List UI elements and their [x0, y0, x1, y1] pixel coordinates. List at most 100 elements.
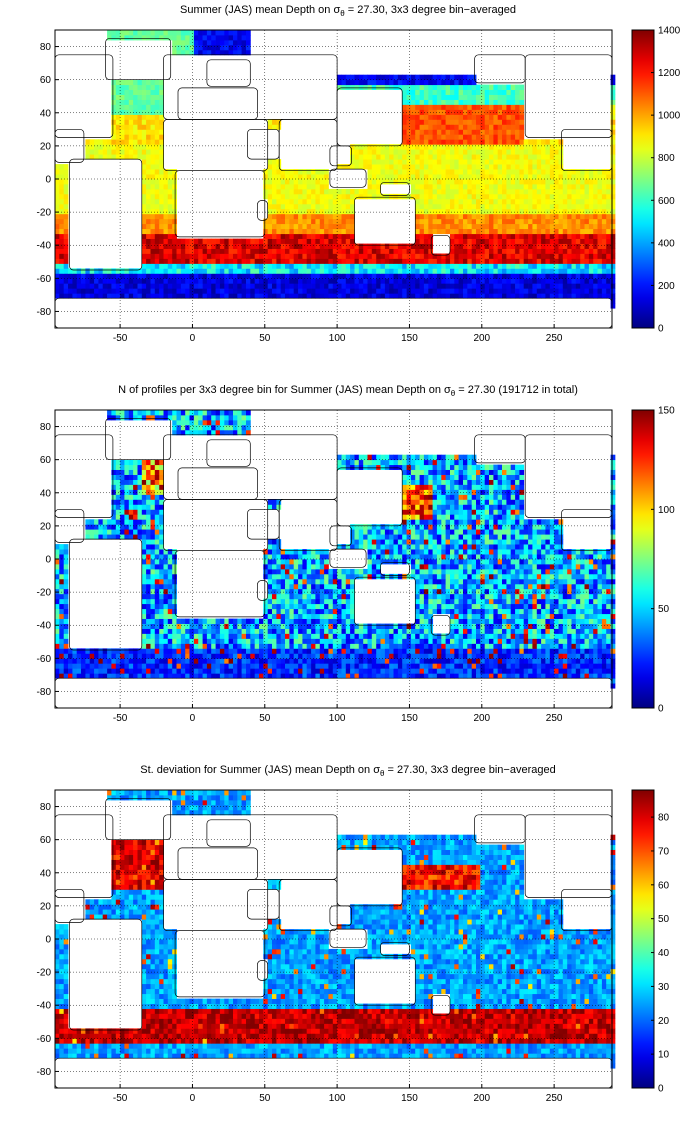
heatmap-cell	[150, 208, 156, 215]
heatmap-cell	[237, 628, 243, 634]
heatmap-cell	[163, 228, 169, 235]
heatmap-cell	[206, 238, 212, 244]
heatmap-cell	[319, 663, 325, 669]
heatmap-cell	[588, 663, 594, 669]
heatmap-cell	[562, 293, 568, 299]
heatmap-cell	[419, 213, 425, 220]
title-suffix: = 27.30, 3x3 degree bin−averaged	[344, 4, 516, 16]
heatmap-cell	[176, 638, 182, 644]
heatmap-cell	[63, 288, 69, 294]
heatmap-cell	[402, 278, 407, 284]
heatmap-cell	[597, 218, 603, 225]
heatmap-cell	[163, 643, 169, 649]
heatmap-cell	[467, 213, 473, 220]
heatmap-cell	[463, 203, 468, 210]
heatmap-cell	[324, 648, 329, 654]
heatmap-cell	[384, 663, 390, 669]
heatmap-cell	[193, 49, 199, 56]
heatmap-cell	[280, 263, 286, 269]
heatmap-cell	[502, 658, 507, 664]
heatmap-cell	[237, 288, 243, 294]
heatmap-cell	[397, 258, 403, 264]
heatmap-cell	[445, 124, 451, 130]
heatmap-cell	[324, 638, 329, 644]
heatmap-cell	[141, 628, 147, 634]
heatmap-cell	[402, 164, 407, 170]
heatmap-cell	[302, 228, 308, 235]
heatmap-cell	[567, 288, 572, 294]
heatmap-cell	[376, 74, 381, 81]
heatmap-cell	[233, 653, 238, 659]
heatmap-cell	[580, 223, 585, 230]
heatmap-cell	[410, 188, 416, 195]
heatmap-cell	[154, 35, 160, 41]
heatmap-cell	[298, 174, 303, 180]
heatmap-cell	[541, 663, 546, 669]
heatmap-cell	[345, 273, 351, 279]
x-tick-label: 0	[190, 333, 196, 344]
heatmap-cell	[154, 109, 160, 115]
heatmap-cell	[467, 203, 473, 210]
heatmap-cell	[519, 233, 525, 239]
heatmap-cell	[493, 84, 499, 90]
heatmap-cell	[423, 648, 429, 654]
heatmap-cell	[502, 149, 507, 155]
heatmap-cell	[59, 283, 65, 289]
heatmap-cell	[419, 159, 425, 165]
heatmap-cell	[454, 668, 460, 674]
heatmap-cell	[345, 258, 351, 264]
heatmap-cell	[272, 169, 277, 175]
heatmap-cell	[597, 198, 603, 205]
heatmap-cell	[350, 144, 355, 150]
heatmap-cell	[610, 109, 616, 115]
heatmap-cell	[206, 253, 212, 259]
heatmap-cell	[389, 263, 394, 269]
heatmap-cell	[215, 258, 221, 264]
heatmap-cell	[436, 144, 442, 150]
heatmap-cell	[463, 149, 468, 155]
heatmap-cell	[445, 673, 451, 679]
heatmap-cell	[324, 268, 329, 274]
heatmap-cell	[567, 174, 572, 180]
heatmap-cell	[519, 188, 525, 195]
heatmap-cell	[402, 159, 407, 165]
heatmap-cell	[241, 44, 247, 51]
heatmap-cell	[198, 39, 203, 46]
heatmap-cell	[493, 94, 499, 100]
heatmap-cell	[458, 188, 464, 195]
heatmap-cell	[588, 273, 594, 279]
heatmap-cell	[328, 293, 334, 299]
heatmap-cell	[272, 193, 277, 200]
heatmap-cell	[211, 643, 216, 649]
heatmap-cell	[601, 638, 607, 644]
heatmap-cell	[332, 238, 338, 244]
heatmap-cell	[606, 223, 611, 230]
heatmap-cell	[523, 258, 529, 264]
heatmap-cell	[541, 273, 546, 279]
heatmap-cell	[163, 198, 169, 205]
heatmap-cell	[584, 288, 590, 294]
heatmap-cell	[541, 193, 546, 200]
heatmap-cell	[497, 638, 503, 644]
heatmap-cell	[389, 253, 394, 259]
heatmap-cell	[562, 198, 568, 205]
heatmap-cell	[102, 673, 108, 679]
heatmap-cell	[267, 124, 273, 130]
heatmap-cell	[450, 643, 455, 649]
heatmap-cell	[115, 35, 121, 41]
heatmap-cell	[219, 628, 225, 634]
heatmap-cell	[224, 238, 230, 244]
heatmap-cell	[367, 273, 373, 279]
heatmap-cell	[367, 648, 373, 654]
heatmap-cell	[376, 273, 381, 279]
heatmap-cell	[541, 213, 546, 220]
heatmap-cell	[571, 278, 577, 284]
heatmap-cell	[233, 49, 238, 56]
heatmap-cell	[111, 288, 117, 294]
heatmap-cell	[510, 109, 516, 115]
heatmap-cell	[380, 633, 386, 639]
heatmap-cell	[393, 653, 399, 659]
heatmap-cell	[510, 149, 516, 155]
heatmap-cell	[120, 268, 125, 274]
heatmap-cell	[528, 638, 533, 644]
